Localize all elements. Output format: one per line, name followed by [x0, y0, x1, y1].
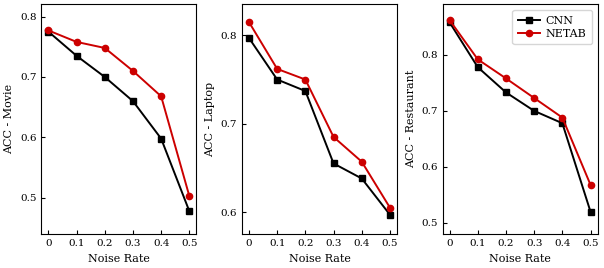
- X-axis label: Noise Rate: Noise Rate: [88, 254, 150, 263]
- CNN: [274, 78, 281, 81]
- NETAB: [358, 160, 365, 163]
- NETAB: [503, 77, 510, 80]
- NETAB: [101, 46, 108, 50]
- Line: CNN: CNN: [446, 19, 594, 215]
- Y-axis label: ACC - Restaurant: ACC - Restaurant: [406, 70, 416, 169]
- CNN: [129, 99, 137, 103]
- Y-axis label: ACC - Laptop: ACC - Laptop: [205, 82, 215, 157]
- NETAB: [446, 18, 453, 22]
- CNN: [185, 210, 193, 213]
- Y-axis label: ACC - Movie: ACC - Movie: [4, 84, 14, 154]
- NETAB: [474, 58, 481, 61]
- X-axis label: Noise Rate: Noise Rate: [289, 254, 350, 263]
- CNN: [446, 21, 453, 24]
- CNN: [387, 213, 394, 216]
- NETAB: [73, 40, 80, 43]
- Line: CNN: CNN: [45, 28, 193, 214]
- NETAB: [387, 206, 394, 209]
- NETAB: [587, 183, 594, 187]
- NETAB: [185, 195, 193, 198]
- NETAB: [45, 29, 52, 32]
- NETAB: [302, 78, 309, 81]
- Line: CNN: CNN: [246, 35, 393, 218]
- NETAB: [245, 21, 252, 24]
- Line: NETAB: NETAB: [446, 17, 594, 188]
- CNN: [330, 162, 337, 165]
- CNN: [302, 90, 309, 93]
- CNN: [530, 109, 538, 113]
- CNN: [358, 177, 365, 180]
- NETAB: [530, 96, 538, 100]
- Line: NETAB: NETAB: [246, 19, 393, 211]
- CNN: [587, 210, 594, 213]
- CNN: [474, 66, 481, 69]
- NETAB: [330, 135, 337, 139]
- NETAB: [274, 67, 281, 70]
- Line: NETAB: NETAB: [45, 27, 193, 199]
- CNN: [245, 36, 252, 40]
- CNN: [559, 122, 566, 125]
- NETAB: [559, 116, 566, 119]
- NETAB: [129, 69, 137, 73]
- CNN: [101, 75, 108, 79]
- Legend: CNN, NETAB: CNN, NETAB: [512, 10, 592, 44]
- CNN: [73, 54, 80, 57]
- CNN: [158, 137, 165, 140]
- NETAB: [158, 95, 165, 98]
- CNN: [45, 30, 52, 33]
- CNN: [503, 91, 510, 94]
- X-axis label: Noise Rate: Noise Rate: [489, 254, 551, 263]
